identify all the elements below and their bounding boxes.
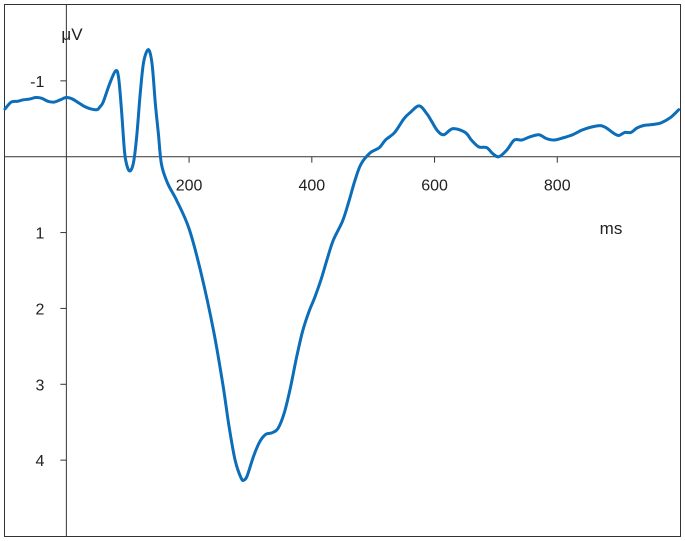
ticks: 200 400 600 800 -1 1 2 3 4 (30, 74, 571, 470)
x-tick-label: 200 (176, 178, 203, 195)
y-tick-label: 2 (35, 301, 44, 318)
plot-frame (4, 4, 681, 537)
y-tick-label: 4 (35, 453, 44, 470)
y-tick-label: 3 (35, 377, 44, 394)
x-tick-label: 800 (544, 178, 571, 195)
series-line (3, 48, 681, 483)
y-axis-unit-label: μV (61, 25, 83, 44)
x-tick-label: 600 (421, 178, 448, 195)
y-tick-label: 1 (35, 226, 44, 243)
x-tick-label: 400 (298, 178, 325, 195)
series-layer (3, 48, 681, 483)
axes (5, 5, 680, 536)
y-tick-label: -1 (30, 74, 44, 91)
x-axis-unit-label: ms (600, 219, 623, 238)
